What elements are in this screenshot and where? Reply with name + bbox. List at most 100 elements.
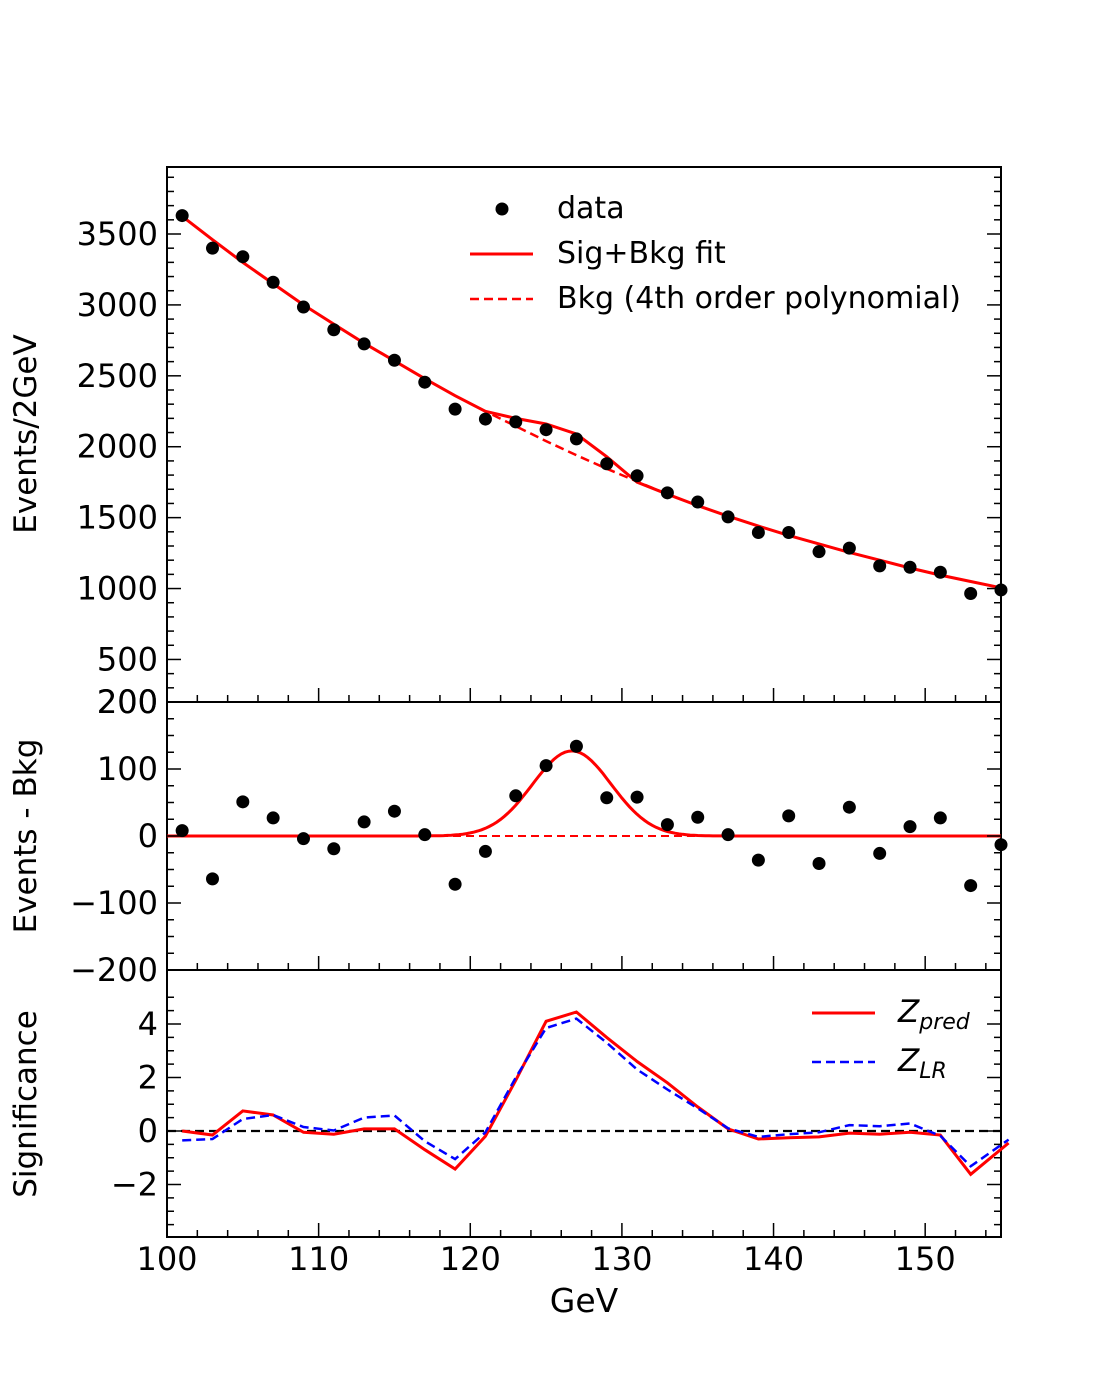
residual-y-tick-label: 100 (97, 750, 158, 788)
legend-zpred-label: Zpred (897, 994, 971, 1035)
main-data-point (175, 209, 189, 223)
residual-data-point (782, 809, 796, 823)
residual-y-tick-label: 0 (138, 817, 158, 855)
x-tick-label: 100 (136, 1240, 197, 1278)
x-tick-label: 130 (591, 1240, 652, 1278)
residual-data-point (175, 824, 189, 838)
residual-data-point (630, 790, 644, 804)
main-data-point (236, 250, 250, 264)
main-data-point (266, 275, 280, 289)
residual-data-point (357, 815, 371, 829)
residual-data-point (933, 811, 947, 825)
main-data-point (539, 423, 553, 437)
main-y-tick-label: 2500 (77, 357, 158, 395)
residual-data-point (266, 811, 280, 825)
residual-data-point (539, 759, 553, 773)
main-data-point (721, 510, 735, 524)
main-data-point (842, 541, 856, 555)
residual-data-point (691, 810, 705, 824)
main-data-point (782, 526, 796, 540)
x-axis-label: GeV (550, 1281, 619, 1320)
main-y-tick-label: 1000 (77, 570, 158, 608)
residual-data-point (327, 842, 341, 856)
residual-ylabel: Events - Bkg (8, 739, 44, 934)
main-data-point (205, 241, 219, 255)
main-data-point (630, 469, 644, 483)
legend-zpred-sub: pred (918, 1010, 971, 1035)
x-tick-label: 120 (440, 1240, 501, 1278)
significance-y-tick-label: 4 (138, 1005, 158, 1043)
legend-data-label: data (557, 191, 625, 226)
residual-panel (167, 739, 1008, 893)
main-data-point (751, 526, 765, 540)
main-y-tick-label: 1500 (77, 499, 158, 537)
legend-zpred-main: Z (897, 994, 920, 1030)
axis-ticks: 100 110 120 130 140 1502005001000150020002500… (70, 176, 1001, 1278)
main-data-point (387, 353, 401, 367)
residual-data-point (569, 739, 583, 753)
residual-data-point (660, 818, 674, 832)
main-data-point (296, 300, 310, 314)
legend-zlr-sub: LR (919, 1059, 947, 1084)
significance-panel-frame (166, 969, 1002, 1238)
significance-panel (167, 1010, 1010, 1177)
main-ylabel: Events/2GeV (8, 334, 44, 533)
residual-data-point (873, 846, 887, 860)
legend-data-marker (495, 202, 509, 216)
main-data-point (357, 337, 371, 351)
main-y-tick-label: 3000 (77, 286, 158, 324)
residual-signal-fit (167, 749, 1001, 838)
main-data-point (600, 457, 614, 471)
significance-y-tick-label: 0 (138, 1112, 158, 1150)
residual-data-point (600, 791, 614, 805)
residual-data-point (296, 832, 310, 846)
residual-data-point (812, 856, 826, 870)
legend-zlr-label: ZLR (897, 1043, 947, 1084)
residual-y-tick-label: −100 (70, 884, 158, 922)
main-data-point (873, 559, 887, 573)
main-data-point (691, 495, 705, 509)
residual-data-point (903, 820, 917, 834)
main-bkg-line (454, 394, 668, 496)
residual-y-tick-label: 200 (97, 683, 158, 721)
residual-data-point (387, 804, 401, 818)
main-data-point (660, 486, 674, 500)
residual-data-point (448, 877, 462, 891)
main-y-tick-label: 500 (97, 640, 158, 678)
main-y-tick-label: 3500 (77, 215, 158, 253)
main-y-tick-label: 2000 (77, 428, 158, 466)
legend-fit-label: Sig+Bkg fit (557, 236, 726, 271)
residual-data-point (994, 838, 1008, 852)
residual-data-point (964, 879, 978, 893)
legend-zlr-main: Z (897, 1043, 920, 1079)
residual-data-point (751, 853, 765, 867)
residual-data-point (478, 844, 492, 858)
main-data-point (448, 402, 462, 416)
main-data-point (509, 415, 523, 429)
zlr-line (182, 1017, 1010, 1168)
residual-data-point (509, 789, 523, 803)
significance-y-tick-label: −2 (111, 1166, 158, 1204)
main-fit-line (181, 215, 1002, 590)
significance-legend: Zpred ZLR (812, 994, 971, 1084)
significance-y-tick-label: 2 (138, 1059, 158, 1097)
residual-data-point (205, 872, 219, 886)
x-tick-label: 140 (743, 1240, 804, 1278)
main-data-point (327, 323, 341, 337)
significance-ylabel: Significance (8, 1010, 44, 1198)
main-data-point (933, 565, 947, 579)
main-legend: data Sig+Bkg fit Bkg (4th order polynomi… (470, 191, 961, 316)
main-panel (175, 209, 1008, 601)
main-data-point (903, 560, 917, 574)
residual-data-point (236, 795, 250, 809)
zpred-line (182, 1010, 1010, 1177)
main-data-point (812, 545, 826, 559)
main-data-point (994, 583, 1008, 597)
residual-data-point (842, 800, 856, 814)
main-data-point (569, 432, 583, 446)
residual-y-tick-label: −200 (70, 951, 158, 989)
main-data-point (964, 587, 978, 601)
legend-bkg-label: Bkg (4th order polynomial) (557, 281, 961, 316)
residual-data-point (721, 828, 735, 842)
